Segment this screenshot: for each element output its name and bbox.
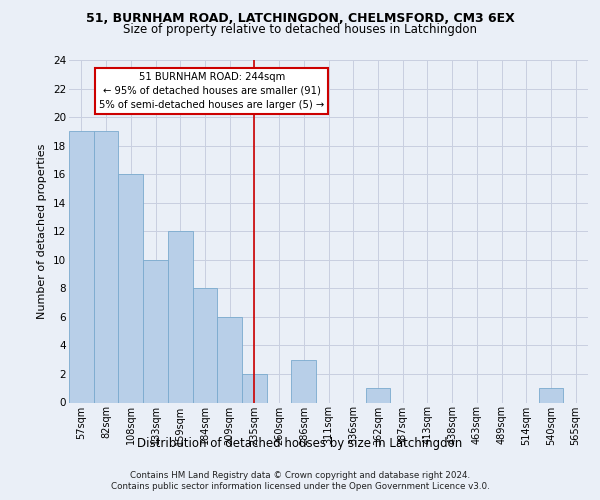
Y-axis label: Number of detached properties: Number of detached properties [37, 144, 47, 319]
Text: Contains HM Land Registry data © Crown copyright and database right 2024.: Contains HM Land Registry data © Crown c… [130, 471, 470, 480]
Bar [69, 132, 94, 402]
Text: 51, BURNHAM ROAD, LATCHINGDON, CHELMSFORD, CM3 6EX: 51, BURNHAM ROAD, LATCHINGDON, CHELMSFOR… [86, 12, 514, 26]
Bar [118, 174, 143, 402]
Bar [539, 388, 563, 402]
Text: Size of property relative to detached houses in Latchingdon: Size of property relative to detached ho… [123, 24, 477, 36]
Bar [242, 374, 267, 402]
Bar [168, 231, 193, 402]
Bar [217, 317, 242, 402]
Text: Distribution of detached houses by size in Latchingdon: Distribution of detached houses by size … [137, 438, 463, 450]
Bar [94, 132, 118, 402]
Bar [365, 388, 390, 402]
Bar [292, 360, 316, 403]
Bar [143, 260, 168, 402]
Text: 51 BURNHAM ROAD: 244sqm
← 95% of detached houses are smaller (91)
5% of semi-det: 51 BURNHAM ROAD: 244sqm ← 95% of detache… [99, 72, 325, 110]
Bar [193, 288, 217, 403]
Text: Contains public sector information licensed under the Open Government Licence v3: Contains public sector information licen… [110, 482, 490, 491]
